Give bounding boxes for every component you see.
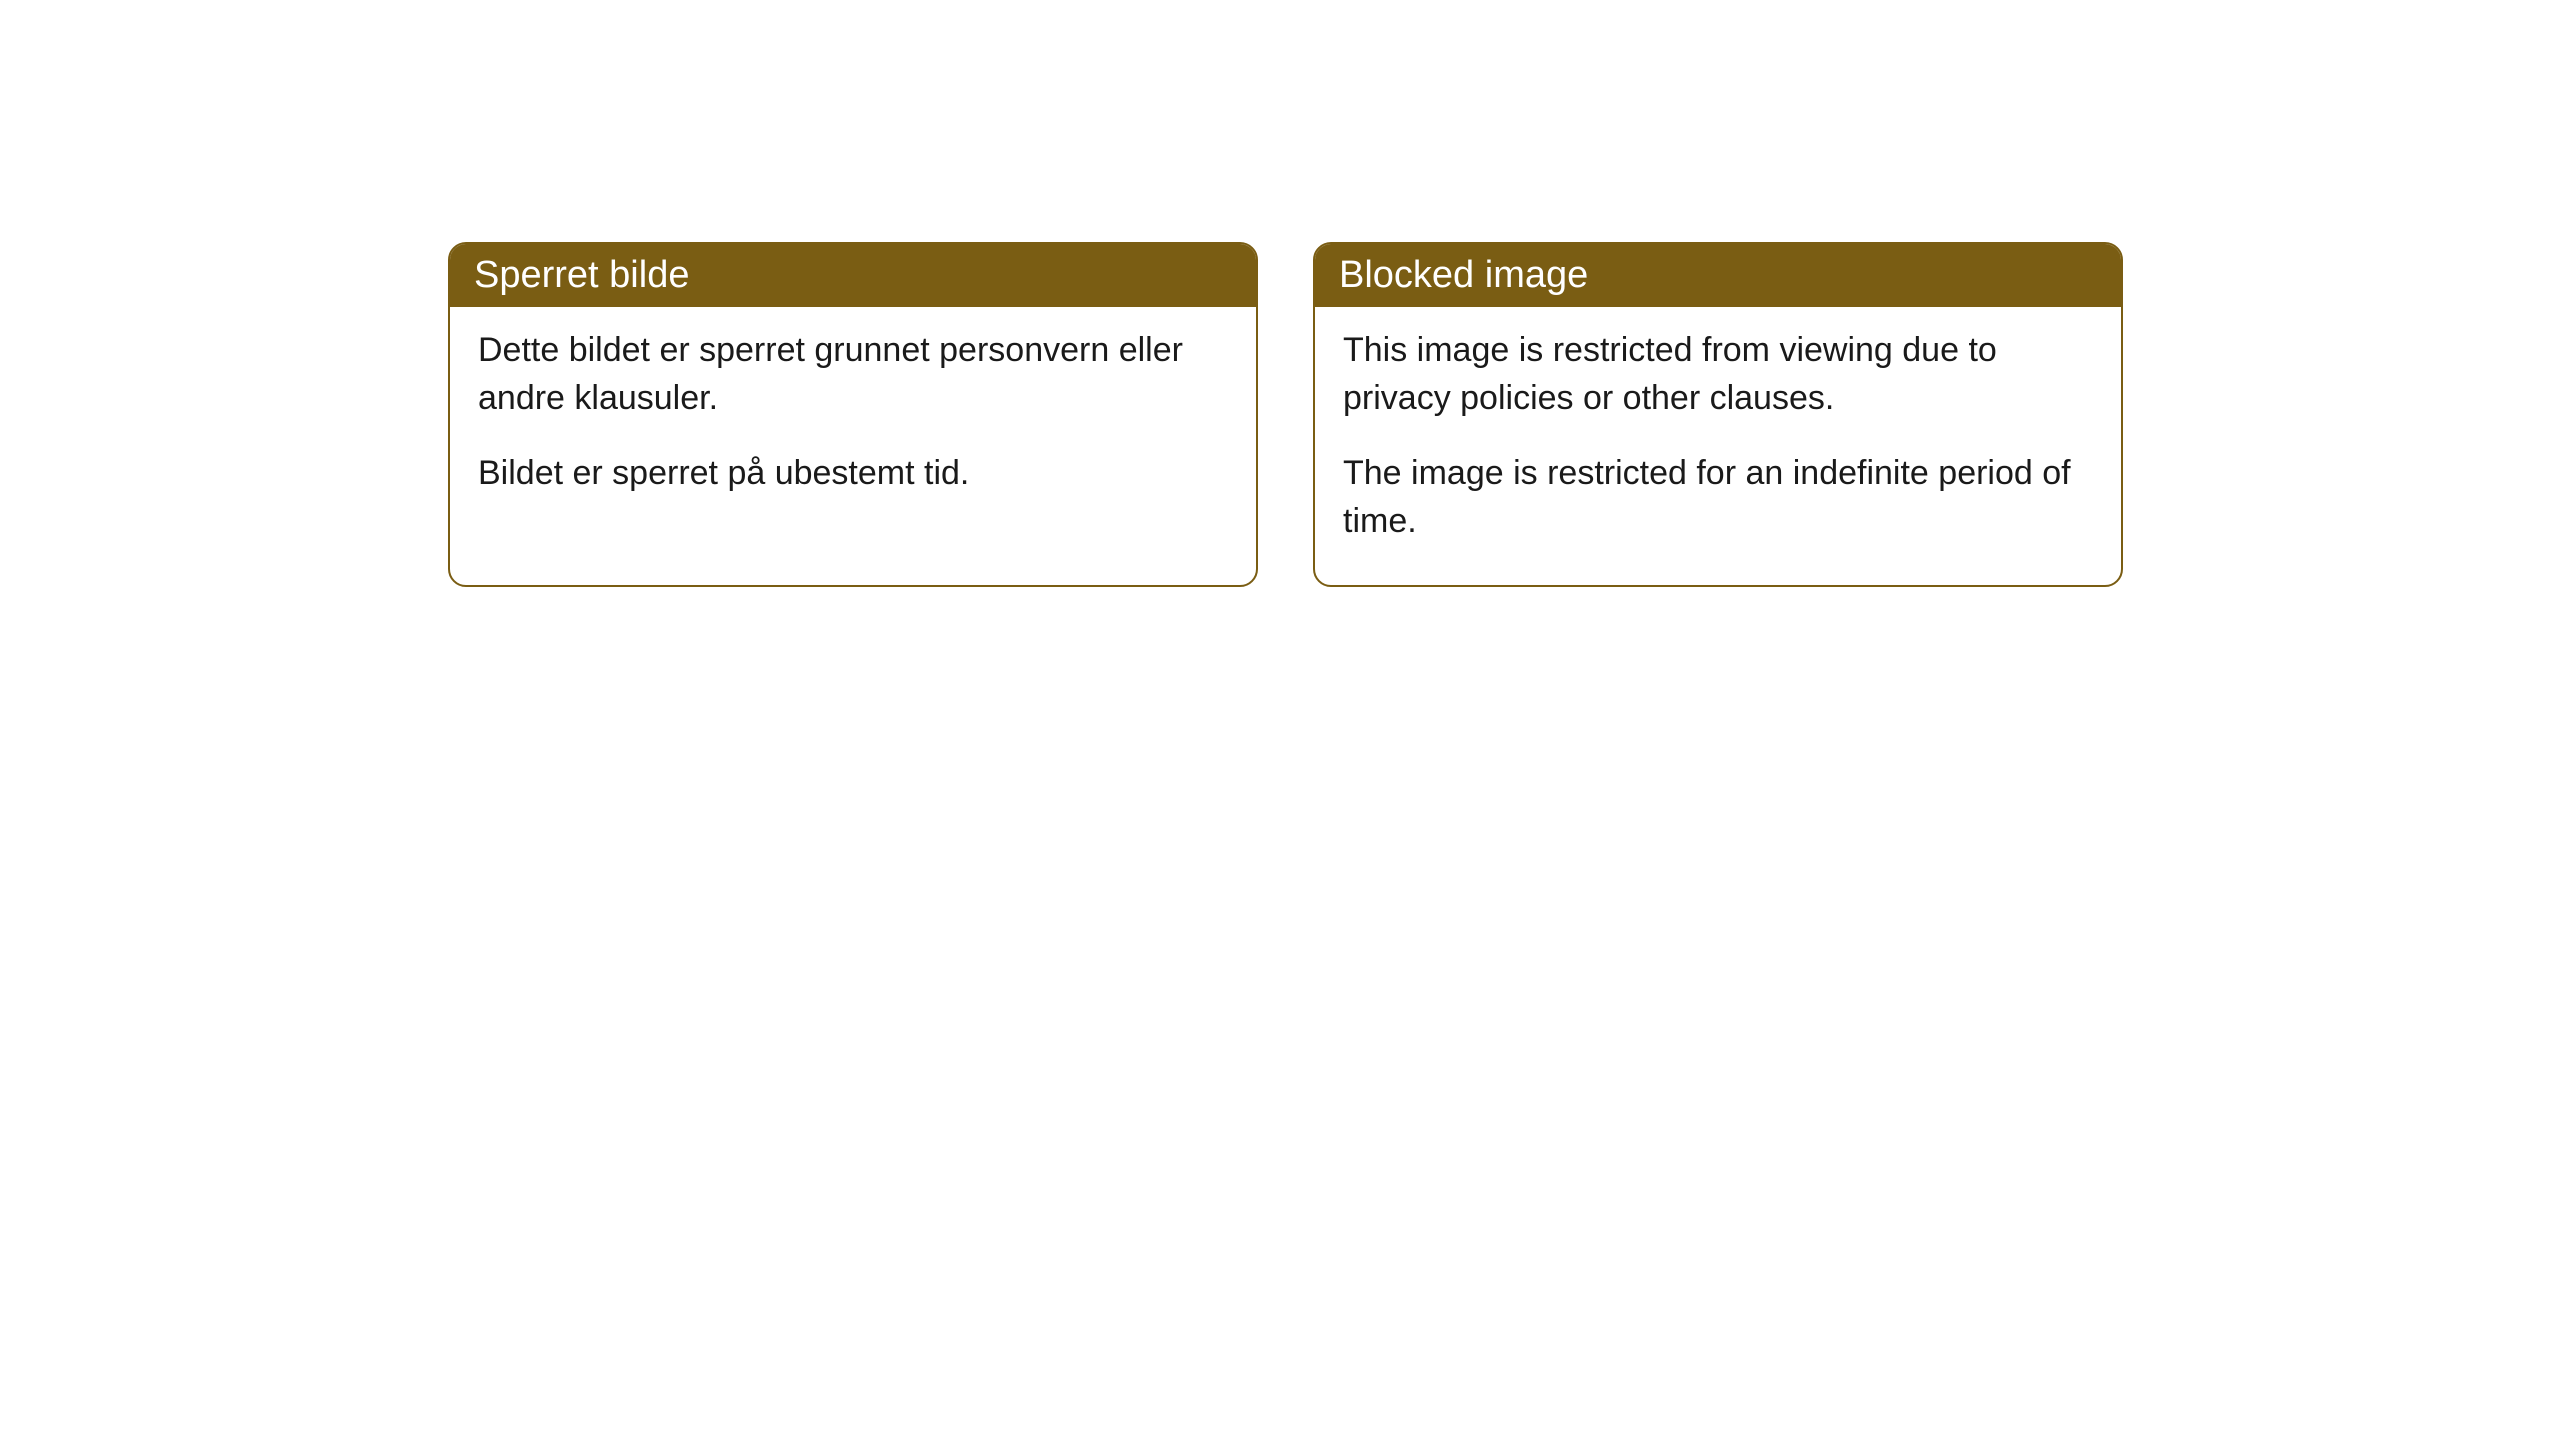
card-paragraph: This image is restricted from viewing du… xyxy=(1343,327,2093,422)
card-paragraph: Dette bildet er sperret grunnet personve… xyxy=(478,327,1228,422)
card-english: Blocked image This image is restricted f… xyxy=(1313,242,2123,587)
card-body-english: This image is restricted from viewing du… xyxy=(1315,307,2121,585)
card-body-norwegian: Dette bildet er sperret grunnet personve… xyxy=(450,307,1256,538)
card-header-english: Blocked image xyxy=(1315,244,2121,307)
card-header-norwegian: Sperret bilde xyxy=(450,244,1256,307)
card-norwegian: Sperret bilde Dette bildet er sperret gr… xyxy=(448,242,1258,587)
card-paragraph: Bildet er sperret på ubestemt tid. xyxy=(478,450,1228,498)
card-paragraph: The image is restricted for an indefinit… xyxy=(1343,450,2093,545)
cards-container: Sperret bilde Dette bildet er sperret gr… xyxy=(448,242,2123,587)
card-title: Blocked image xyxy=(1339,254,1588,296)
card-title: Sperret bilde xyxy=(474,254,689,296)
